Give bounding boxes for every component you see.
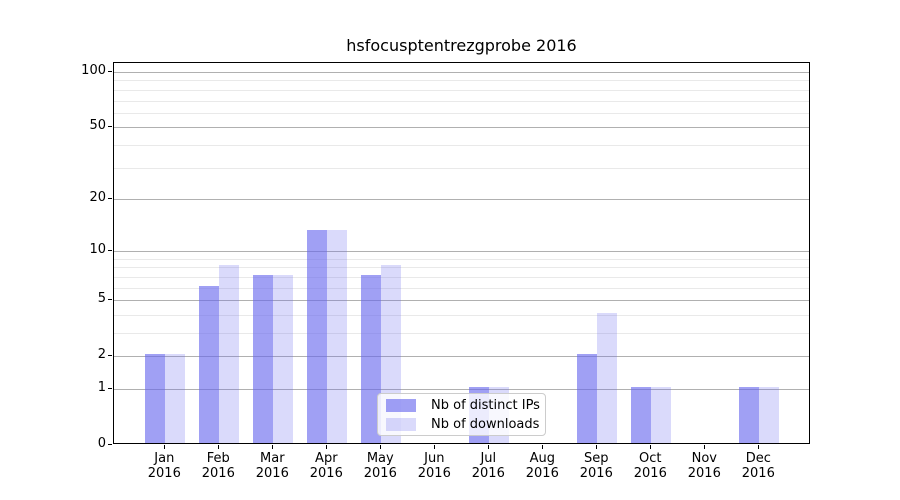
legend-label-downloads: Nb of downloads — [431, 416, 540, 432]
bar-distinct-ips — [253, 274, 274, 443]
y-tick-mark — [108, 355, 112, 357]
x-tick-label: Aug 2016 — [525, 451, 559, 481]
x-tick-mark — [434, 445, 436, 449]
x-tick-label: Feb 2016 — [201, 451, 235, 481]
x-tick-label: Apr 2016 — [309, 451, 343, 481]
y-tick-mark — [108, 126, 112, 128]
gridline-minor — [114, 89, 809, 91]
bar-distinct-ips — [361, 274, 382, 443]
gridline-minor — [114, 112, 809, 114]
gridline-major — [114, 198, 809, 200]
gridline-minor — [114, 80, 809, 82]
gridline-major — [114, 127, 809, 129]
gridline-minor — [114, 276, 809, 278]
bar-downloads — [327, 229, 348, 443]
y-tick-label: 5 — [97, 291, 106, 307]
gridline-minor — [114, 287, 809, 289]
x-tick-mark — [164, 445, 166, 449]
gridline-major — [114, 300, 809, 302]
y-tick-mark — [108, 197, 112, 199]
y-tick-label: 50 — [89, 118, 106, 134]
y-tick-label: 20 — [89, 189, 106, 205]
x-tick-mark — [272, 445, 274, 449]
y-tick-label: 2 — [97, 347, 106, 363]
bar-distinct-ips — [739, 387, 760, 443]
y-tick-label: 1 — [97, 379, 106, 395]
bar-distinct-ips — [631, 387, 652, 443]
bar-distinct-ips — [145, 354, 166, 443]
x-tick-label: Nov 2016 — [687, 451, 721, 481]
x-tick-label: Jan 2016 — [147, 451, 181, 481]
y-tick-mark — [108, 444, 112, 445]
legend-swatch-distinct-ips — [386, 398, 416, 412]
x-tick-mark — [542, 445, 544, 449]
legend: Nb of distinct IPs Nb of downloads — [377, 393, 546, 436]
gridline-major — [114, 72, 809, 74]
y-tick-mark — [108, 387, 112, 389]
legend-item-distinct-ips: Nb of distinct IPs — [386, 397, 540, 413]
x-tick-mark — [380, 445, 382, 449]
bar-downloads — [273, 274, 294, 443]
gridline-minor — [114, 144, 809, 146]
x-tick-label: Dec 2016 — [741, 451, 775, 481]
y-tick-mark — [108, 71, 112, 73]
bar-distinct-ips — [307, 229, 328, 443]
gridline-minor — [114, 100, 809, 102]
bar-downloads — [597, 312, 618, 443]
x-tick-label: Sep 2016 — [579, 451, 613, 481]
plot-area — [113, 62, 810, 444]
x-tick-mark — [650, 445, 652, 449]
x-tick-mark — [218, 445, 220, 449]
gridline-minor — [114, 314, 809, 316]
x-tick-label: Mar 2016 — [255, 451, 289, 481]
gridline-minor — [114, 258, 809, 260]
x-tick-mark — [596, 445, 598, 449]
x-tick-mark — [704, 445, 706, 449]
x-tick-mark — [326, 445, 328, 449]
bar-downloads — [759, 387, 780, 443]
bar-downloads — [219, 265, 240, 443]
x-tick-label: May 2016 — [363, 451, 397, 481]
chart-title: hsfocusptentrezgprobe 2016 — [346, 36, 577, 55]
bar-distinct-ips — [577, 354, 598, 443]
y-tick-label: 10 — [89, 242, 106, 258]
x-tick-label: Jun 2016 — [417, 451, 451, 481]
y-tick-mark — [108, 299, 112, 301]
bar-distinct-ips — [199, 285, 220, 443]
gridline-minor — [114, 167, 809, 169]
gridline-minor — [114, 267, 809, 269]
legend-item-downloads: Nb of downloads — [386, 416, 540, 432]
x-tick-mark — [758, 445, 760, 449]
x-tick-label: Oct 2016 — [633, 451, 667, 481]
legend-swatch-downloads — [386, 417, 416, 431]
y-tick-label: 0 — [97, 436, 106, 451]
y-tick-mark — [108, 250, 112, 252]
x-tick-mark — [488, 445, 490, 449]
gridline-minor — [114, 332, 809, 334]
y-tick-label: 100 — [81, 63, 106, 79]
gridline-major — [114, 251, 809, 253]
bar-downloads — [651, 387, 672, 443]
gridline-major — [114, 388, 809, 390]
legend-label-distinct-ips: Nb of distinct IPs — [431, 397, 540, 413]
bar-downloads — [165, 354, 186, 443]
x-tick-label: Jul 2016 — [471, 451, 505, 481]
gridline-major — [114, 356, 809, 358]
